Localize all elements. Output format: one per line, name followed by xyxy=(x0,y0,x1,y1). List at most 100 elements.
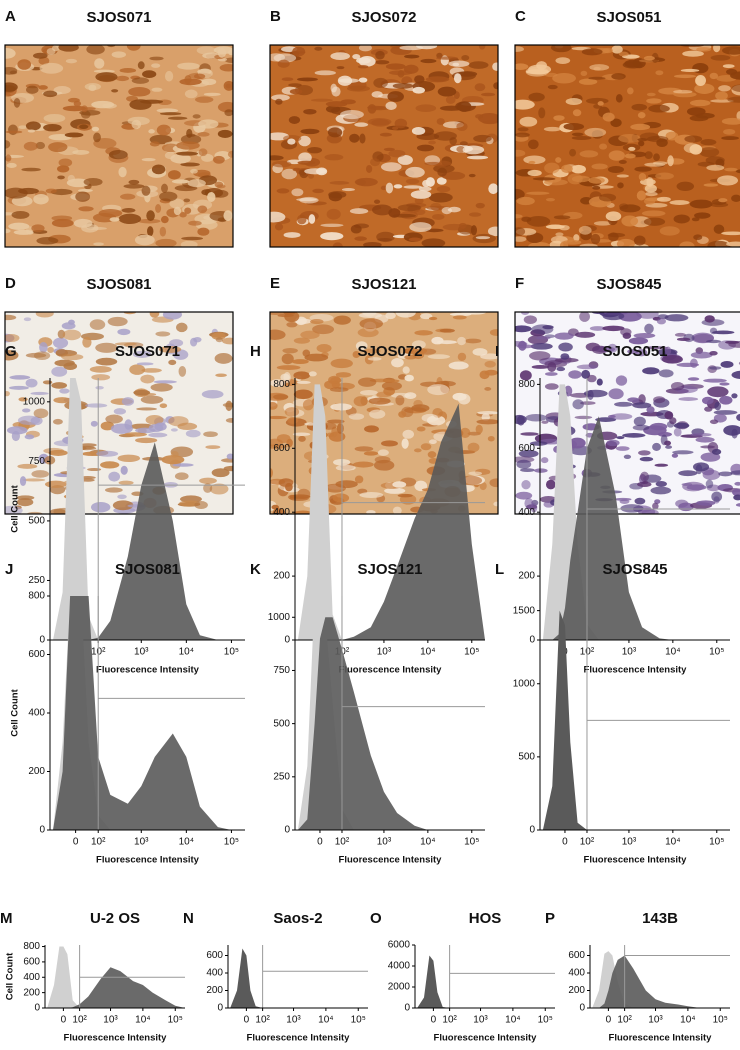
cell xyxy=(595,417,617,423)
cell xyxy=(123,183,145,189)
image-border xyxy=(4,44,234,248)
cell xyxy=(416,144,435,152)
cell xyxy=(452,315,467,320)
texture xyxy=(270,45,498,247)
cell xyxy=(555,232,564,237)
panel-title: SJOS081 xyxy=(86,276,151,293)
cell xyxy=(732,488,740,496)
cell xyxy=(584,127,607,137)
cell xyxy=(329,387,349,393)
cell xyxy=(119,67,137,73)
cell xyxy=(283,135,302,143)
x-tick-label: 10² xyxy=(617,1015,632,1026)
panel-label: G xyxy=(5,343,17,360)
cell xyxy=(140,395,164,404)
cell xyxy=(302,349,311,357)
cell xyxy=(36,236,59,245)
cell xyxy=(608,232,619,242)
histogram-area xyxy=(297,617,485,830)
panel-label: D xyxy=(5,275,16,292)
cell xyxy=(132,350,152,358)
cell xyxy=(190,337,198,347)
x-tick-label: 10² xyxy=(442,1015,457,1026)
cell xyxy=(375,50,385,60)
cell xyxy=(715,91,728,101)
cell xyxy=(412,86,425,94)
cell xyxy=(586,374,597,383)
cell xyxy=(17,463,38,469)
cell xyxy=(476,419,498,425)
cell xyxy=(366,105,385,110)
cell xyxy=(653,396,666,404)
panel-title: SJOS121 xyxy=(351,276,416,293)
cell xyxy=(312,188,324,194)
cell xyxy=(554,357,579,363)
cell xyxy=(98,209,123,218)
cell xyxy=(358,77,368,83)
cell xyxy=(176,141,200,150)
cell xyxy=(641,210,666,217)
panel-label: H xyxy=(250,343,261,360)
cell xyxy=(684,135,703,143)
cell xyxy=(682,50,704,57)
cell xyxy=(405,166,425,178)
cell xyxy=(636,190,646,201)
cell xyxy=(622,433,646,438)
cell xyxy=(420,443,432,451)
cell xyxy=(576,364,598,370)
cell xyxy=(271,504,279,510)
histogram-area xyxy=(53,442,245,640)
cell xyxy=(48,142,68,153)
cell xyxy=(108,471,121,482)
cell xyxy=(646,92,656,97)
panel-label: J xyxy=(5,561,13,578)
panel-title: SJOS051 xyxy=(596,9,661,26)
cell xyxy=(136,407,157,411)
cell xyxy=(352,54,361,60)
cell xyxy=(731,428,738,439)
cell xyxy=(330,403,353,411)
cell xyxy=(730,71,740,80)
cell xyxy=(388,149,406,158)
cell xyxy=(573,234,580,242)
cell xyxy=(579,243,598,247)
x-tick-label: 10⁵ xyxy=(709,837,724,848)
cell xyxy=(332,493,350,503)
cell xyxy=(571,132,584,137)
cell xyxy=(43,447,65,454)
cell xyxy=(683,143,701,154)
cell xyxy=(276,365,301,370)
cell xyxy=(617,182,624,189)
cell xyxy=(593,221,612,226)
cell xyxy=(530,342,553,350)
cell xyxy=(664,314,689,322)
cell xyxy=(700,445,715,449)
cell xyxy=(215,337,223,343)
cell xyxy=(180,162,200,167)
cell xyxy=(479,370,490,380)
cell xyxy=(171,179,190,184)
chart-title: U-2 OS xyxy=(90,910,140,927)
cell xyxy=(5,82,18,92)
cell xyxy=(621,215,639,227)
cell xyxy=(587,389,594,400)
cell xyxy=(414,448,422,453)
x-tick-label: 0 xyxy=(61,1015,67,1026)
ihc-image xyxy=(269,311,499,515)
cell xyxy=(528,160,536,165)
cell xyxy=(57,175,65,180)
cell xyxy=(569,148,577,157)
cell xyxy=(6,426,28,435)
cell xyxy=(526,191,550,195)
cell xyxy=(478,45,486,50)
cell xyxy=(628,337,649,345)
x-tick-label: 0 xyxy=(562,837,568,848)
cell xyxy=(356,57,371,64)
cell xyxy=(643,55,655,61)
cell xyxy=(148,129,155,134)
cell xyxy=(8,222,30,230)
x-tick-label: 10⁵ xyxy=(464,837,479,848)
x-tick-label: 0 xyxy=(73,837,79,848)
cell xyxy=(521,312,529,315)
